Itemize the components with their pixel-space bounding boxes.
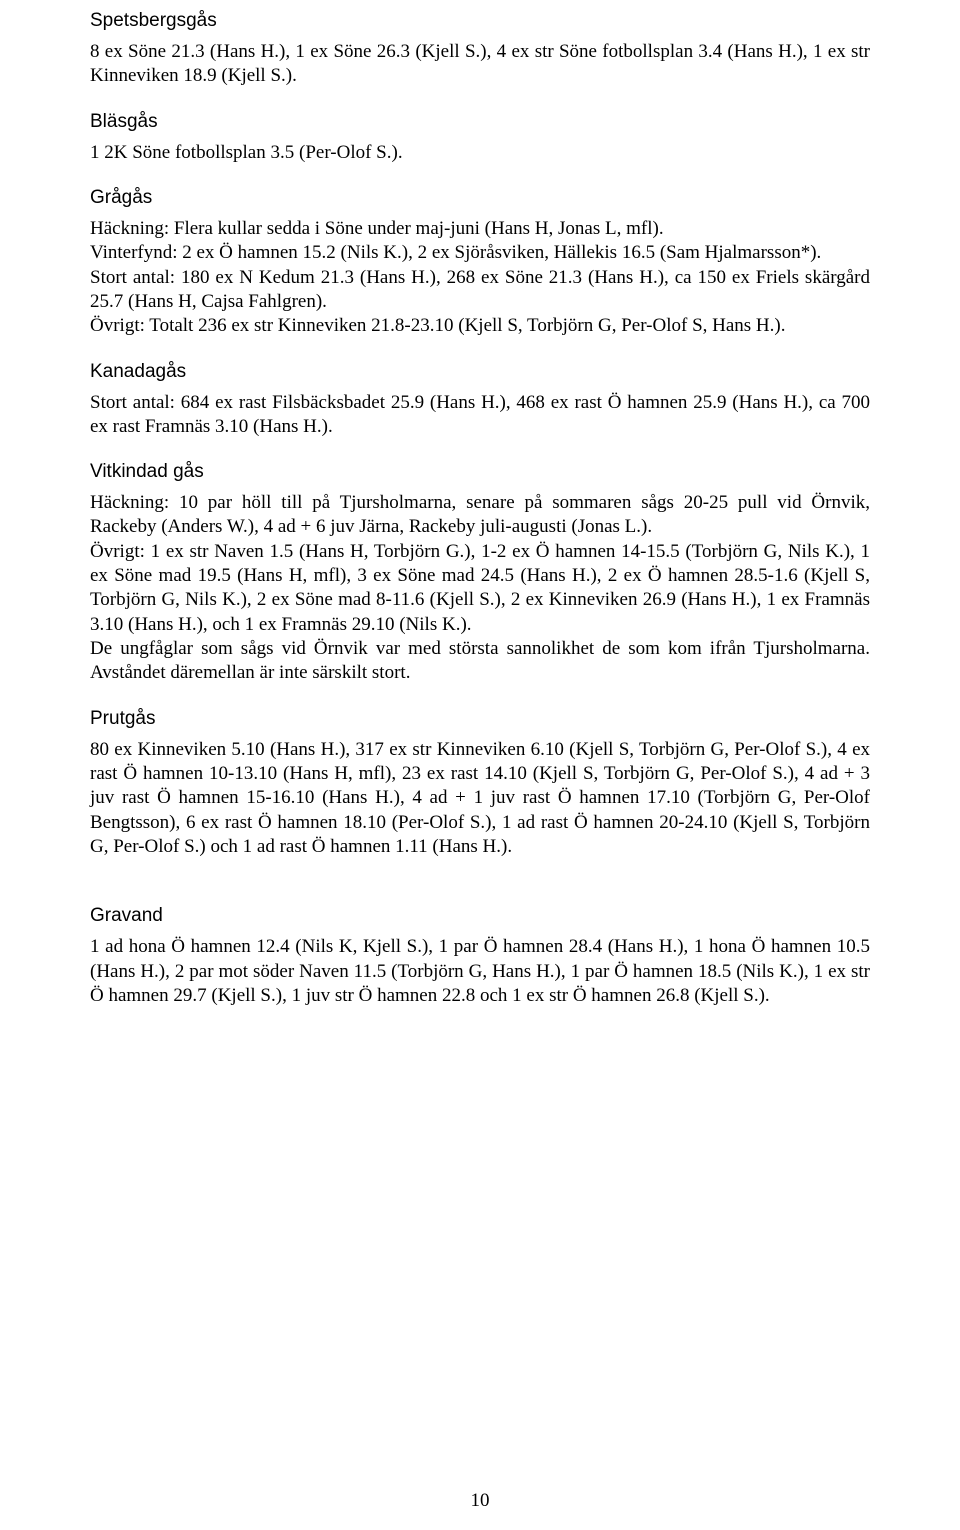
page: Spetsbergsgås 8 ex Söne 21.3 (Hans H.), … (0, 0, 960, 1530)
section-paragraph: 1 2K Söne fotbollsplan 3.5 (Per-Olof S.)… (90, 141, 870, 165)
section-paragraph: Övrigt: Totalt 236 ex str Kinneviken 21.… (90, 314, 870, 338)
section-paragraph: Häckning: 10 par höll till på Tjursholma… (90, 491, 870, 540)
section-paragraph: Vinterfynd: 2 ex Ö hamnen 15.2 (Nils K.)… (90, 241, 870, 265)
section-heading: Vitkindad gås (90, 461, 870, 483)
section-paragraph: Häckning: Flera kullar sedda i Söne unde… (90, 217, 870, 241)
section-heading: Gravand (90, 905, 870, 927)
section-heading: Bläsgås (90, 111, 870, 133)
section-paragraph: 1 ad hona Ö hamnen 12.4 (Nils K, Kjell S… (90, 935, 870, 1008)
page-number: 10 (0, 1490, 960, 1512)
section-heading: Spetsbergsgås (90, 10, 870, 32)
section-heading: Grågås (90, 187, 870, 209)
section-heading: Prutgås (90, 708, 870, 730)
section-heading: Kanadagås (90, 361, 870, 383)
section-paragraph: 80 ex Kinneviken 5.10 (Hans H.), 317 ex … (90, 738, 870, 860)
section-paragraph: Stort antal: 684 ex rast Filsbäcksbadet … (90, 391, 870, 440)
section-paragraph: Övrigt: 1 ex str Naven 1.5 (Hans H, Torb… (90, 540, 870, 637)
section-paragraph: 8 ex Söne 21.3 (Hans H.), 1 ex Söne 26.3… (90, 40, 870, 89)
section-paragraph: Stort antal: 180 ex N Kedum 21.3 (Hans H… (90, 266, 870, 315)
section-paragraph: De ungfåglar som sågs vid Örnvik var med… (90, 637, 870, 686)
